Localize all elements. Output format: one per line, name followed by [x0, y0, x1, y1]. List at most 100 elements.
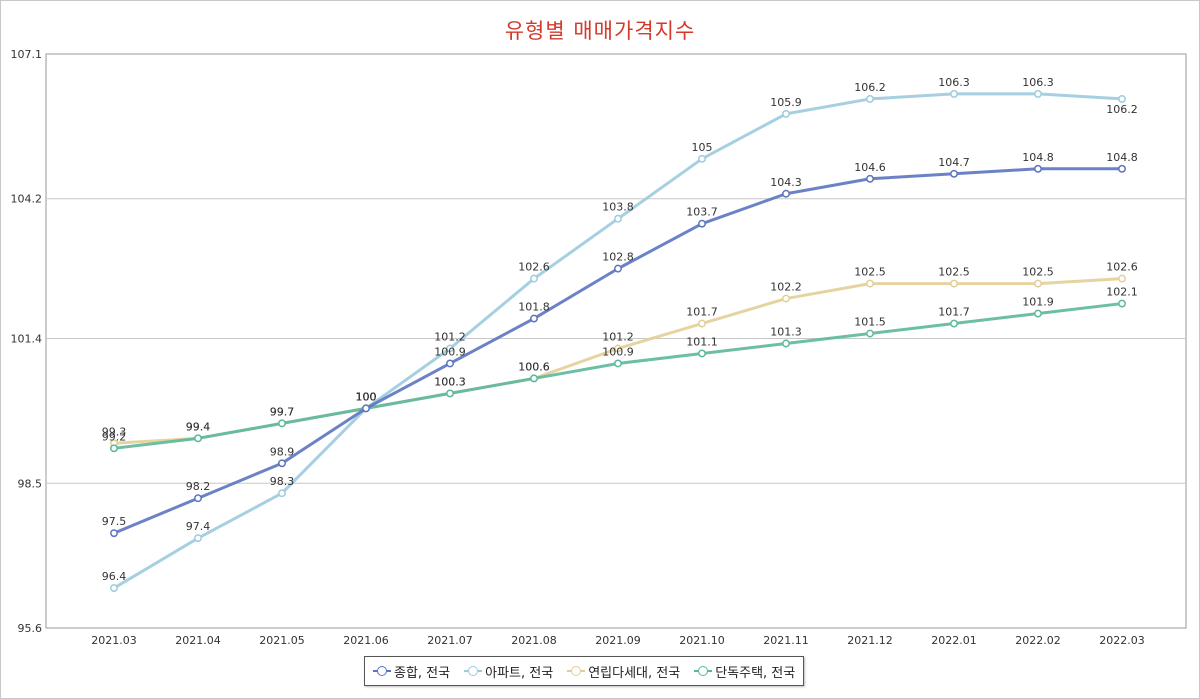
legend: 종합, 전국 아파트, 전국 연립다세대, 전국 단독주택, 전국 [364, 656, 805, 686]
data-point [530, 374, 538, 383]
x-tick-label: 2021.04 [175, 634, 221, 647]
data-label: 105.9 [770, 96, 802, 109]
data-point [1118, 274, 1126, 283]
legend-marker-icon [694, 665, 713, 677]
x-tick-label: 2022.02 [1015, 634, 1061, 647]
y-tick-label: 107.1 [11, 48, 43, 61]
data-point [278, 489, 286, 498]
data-point [446, 359, 454, 368]
data-point [278, 419, 286, 428]
x-tick-label: 2021.06 [343, 634, 389, 647]
data-label: 106.3 [1022, 76, 1054, 89]
data-label: 102.6 [1106, 261, 1138, 274]
data-label: 96.4 [102, 570, 127, 583]
legend-label: 단독주택, 전국 [715, 665, 796, 681]
data-point [194, 434, 202, 443]
data-label: 97.4 [186, 520, 211, 533]
data-label: 104.7 [938, 156, 970, 169]
data-point [194, 534, 202, 543]
data-label: 104.3 [770, 176, 802, 189]
plot-area [45, 53, 1187, 629]
data-point [698, 349, 706, 358]
data-point [530, 314, 538, 323]
data-label: 100 [356, 390, 377, 403]
data-label: 101.2 [434, 330, 466, 343]
data-label: 105 [692, 141, 713, 154]
data-label: 101.7 [686, 306, 718, 319]
x-tick-label: 2021.07 [427, 634, 473, 647]
x-tick-label: 2021.09 [595, 634, 641, 647]
data-label: 101.9 [1022, 296, 1054, 309]
data-label: 106.2 [1106, 103, 1138, 116]
x-tick-label: 2021.05 [259, 634, 305, 647]
data-point [446, 344, 454, 353]
data-label: 102.5 [1022, 266, 1054, 279]
data-point [950, 319, 958, 328]
data-point [698, 154, 706, 163]
y-tick-label: 98.5 [18, 477, 43, 490]
legend-item[interactable]: 단독주택, 전국 [694, 662, 795, 681]
data-label: 99.2 [102, 430, 127, 443]
data-label: 104.8 [1106, 151, 1138, 164]
legend-label: 연립다세대, 전국 [588, 665, 681, 681]
data-point [1118, 94, 1126, 103]
legend-item[interactable]: 종합, 전국 [373, 662, 450, 681]
legend-item[interactable]: 아파트, 전국 [464, 662, 553, 681]
y-tick-label: 95.6 [18, 622, 43, 635]
data-point [614, 359, 622, 368]
data-point [614, 344, 622, 353]
data-point [782, 109, 790, 118]
data-point [866, 279, 874, 288]
data-label: 106.3 [938, 76, 970, 89]
data-point [1034, 309, 1042, 318]
data-point [698, 319, 706, 328]
data-label: 101.3 [770, 325, 802, 338]
data-label: 101.2 [602, 330, 634, 343]
data-label: 102.8 [602, 251, 634, 264]
data-label: 99.4 [186, 420, 211, 433]
legend-item[interactable]: 연립다세대, 전국 [567, 662, 680, 681]
data-point [362, 404, 370, 413]
data-label: 104.8 [1022, 151, 1054, 164]
data-label: 99.7 [270, 405, 295, 418]
data-point [194, 494, 202, 503]
data-point [866, 329, 874, 338]
data-label: 101.7 [938, 306, 970, 319]
data-label: 101.1 [686, 335, 718, 348]
data-point [1034, 89, 1042, 98]
data-point [698, 219, 706, 228]
data-label: 98.2 [186, 480, 211, 493]
data-point [110, 584, 118, 593]
x-tick-label: 2021.10 [679, 634, 725, 647]
data-point [950, 279, 958, 288]
x-tick-label: 2021.03 [91, 634, 137, 647]
x-tick-label: 2021.11 [763, 634, 809, 647]
data-label: 103.8 [602, 201, 634, 214]
data-label: 100.6 [518, 360, 550, 373]
data-point [446, 389, 454, 398]
data-point [110, 444, 118, 453]
data-label: 100 [356, 390, 377, 403]
data-label: 100.9 [602, 345, 634, 358]
data-point [950, 169, 958, 178]
data-point [1118, 164, 1126, 173]
legend-label: 아파트, 전국 [485, 665, 554, 681]
legend-marker-icon [373, 665, 391, 677]
y-tick-label: 104.2 [11, 193, 43, 206]
x-tick-label: 2021.08 [511, 634, 557, 647]
data-label: 106.2 [854, 81, 886, 94]
data-point [782, 294, 790, 303]
data-point [1034, 164, 1042, 173]
data-point [1034, 279, 1042, 288]
x-tick-label: 2022.01 [931, 634, 977, 647]
data-label: 100.3 [434, 375, 466, 388]
data-label: 102.5 [854, 266, 886, 279]
data-label: 100.9 [434, 345, 466, 358]
data-label: 100.3 [434, 375, 466, 388]
data-point [1118, 299, 1126, 308]
data-point [110, 529, 118, 538]
data-label: 99.7 [270, 405, 295, 418]
legend-label: 종합, 전국 [394, 665, 451, 681]
data-label: 102.1 [1106, 286, 1138, 299]
